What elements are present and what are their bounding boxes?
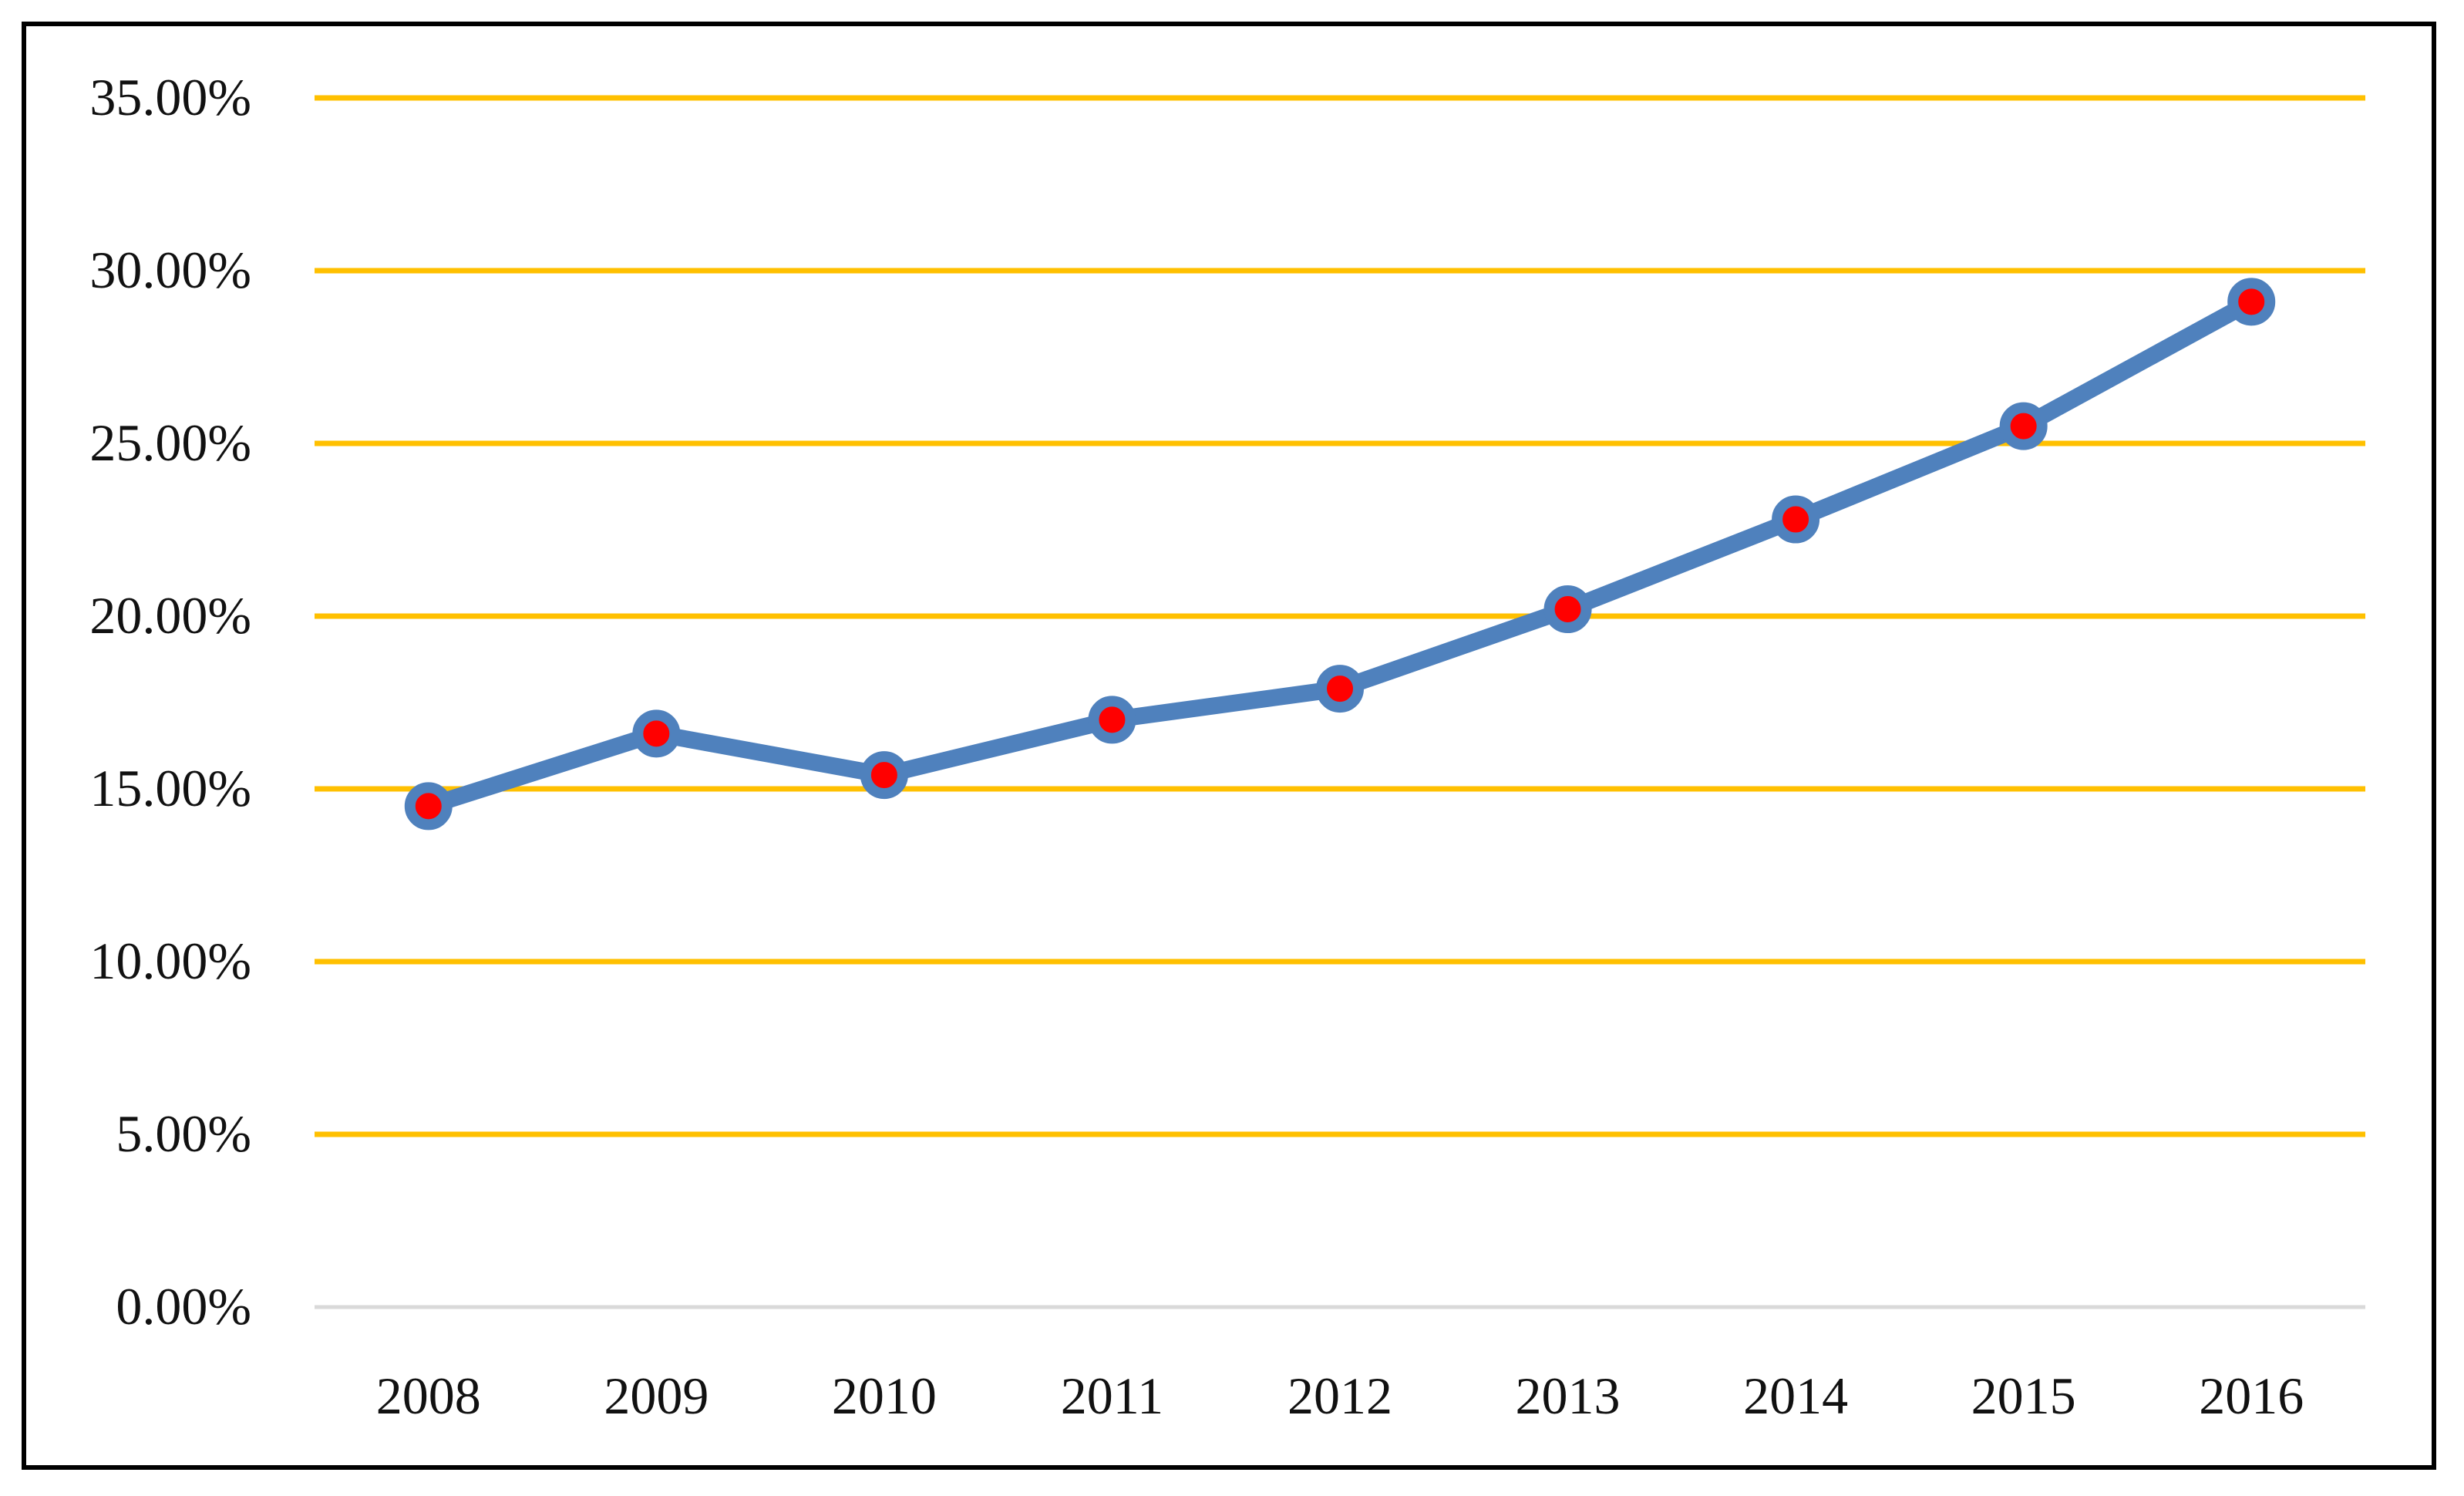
y-tick-label: 5.00% bbox=[116, 1104, 251, 1163]
data-point bbox=[632, 709, 681, 758]
x-tick-label: 2012 bbox=[1288, 1366, 1392, 1425]
y-tick-label: 20.00% bbox=[89, 586, 251, 645]
y-tick-label: 25.00% bbox=[89, 413, 251, 472]
x-tick-label: 2008 bbox=[376, 1366, 481, 1425]
data-series bbox=[404, 278, 2276, 831]
data-point bbox=[404, 782, 453, 831]
y-tick-label: 30.00% bbox=[89, 241, 251, 299]
x-axis-tick-labels: 2008 2009 2010 2011 2012 2013 2014 2015 2016 bbox=[376, 1366, 2304, 1425]
x-tick-label: 2014 bbox=[1743, 1366, 1848, 1425]
y-tick-label: 35.00% bbox=[89, 68, 251, 126]
y-axis-tick-labels: 0.00% 5.00% 10.00% 15.00% 20.00% 25.00% 30.00%… bbox=[89, 68, 251, 1336]
x-tick-label: 2015 bbox=[1971, 1366, 2076, 1425]
data-point bbox=[860, 751, 908, 800]
chart-frame bbox=[22, 22, 2436, 1470]
x-tick-label: 2009 bbox=[604, 1366, 709, 1425]
data-point bbox=[1316, 665, 1364, 713]
y-tick-label: 0.00% bbox=[116, 1277, 251, 1336]
x-tick-label: 2010 bbox=[832, 1366, 937, 1425]
series-line bbox=[419, 293, 2260, 815]
x-tick-label: 2011 bbox=[1061, 1366, 1163, 1425]
data-point bbox=[1543, 585, 1592, 634]
data-point bbox=[1088, 696, 1136, 744]
data-point bbox=[1999, 402, 2048, 450]
y-tick-label: 10.00% bbox=[89, 932, 251, 990]
x-tick-label: 2016 bbox=[2199, 1366, 2304, 1425]
data-point bbox=[1772, 495, 1820, 544]
x-tick-label: 2013 bbox=[1516, 1366, 1621, 1425]
data-point bbox=[2227, 278, 2276, 326]
y-tick-label: 15.00% bbox=[89, 759, 251, 817]
